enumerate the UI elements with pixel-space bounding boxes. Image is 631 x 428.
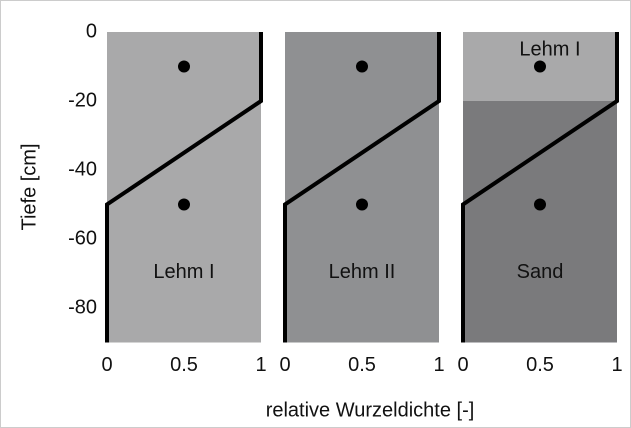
sample-point	[356, 198, 368, 211]
soil-layer	[463, 101, 617, 343]
x-tick-label: 0.5	[348, 354, 376, 376]
x-tick-label: 0.5	[526, 354, 554, 376]
x-tick-label: 0	[457, 354, 468, 376]
y-axis-label: Tiefe [cm]	[18, 143, 40, 230]
layer-label: Lehm II	[329, 261, 396, 283]
sample-point	[356, 60, 368, 73]
y-tick-label: -20	[68, 89, 97, 111]
y-tick-label: -80	[68, 296, 97, 318]
y-tick-label: -40	[68, 158, 97, 180]
sample-point	[178, 60, 190, 73]
layer-label: Sand	[517, 261, 564, 283]
x-tick-label: 1	[255, 354, 266, 376]
layer-label: Lehm I	[519, 38, 580, 60]
x-tick-label: 0.5	[170, 354, 198, 376]
x-tick-label: 0	[101, 354, 112, 376]
root-density-line	[283, 32, 441, 343]
sample-point	[534, 198, 546, 211]
root-density-line	[461, 32, 619, 343]
y-tick-label: 0	[86, 20, 97, 42]
x-tick-label: 0	[279, 354, 290, 376]
sample-point	[534, 60, 546, 73]
layer-label: Lehm I	[153, 261, 214, 283]
y-tick-label: -60	[68, 227, 97, 249]
x-tick-label: 1	[433, 354, 444, 376]
x-axis-label: relative Wurzeldichte [-]	[266, 399, 475, 421]
sample-point	[178, 198, 190, 211]
x-tick-label: 1	[611, 354, 622, 376]
root-density-line	[105, 32, 263, 343]
